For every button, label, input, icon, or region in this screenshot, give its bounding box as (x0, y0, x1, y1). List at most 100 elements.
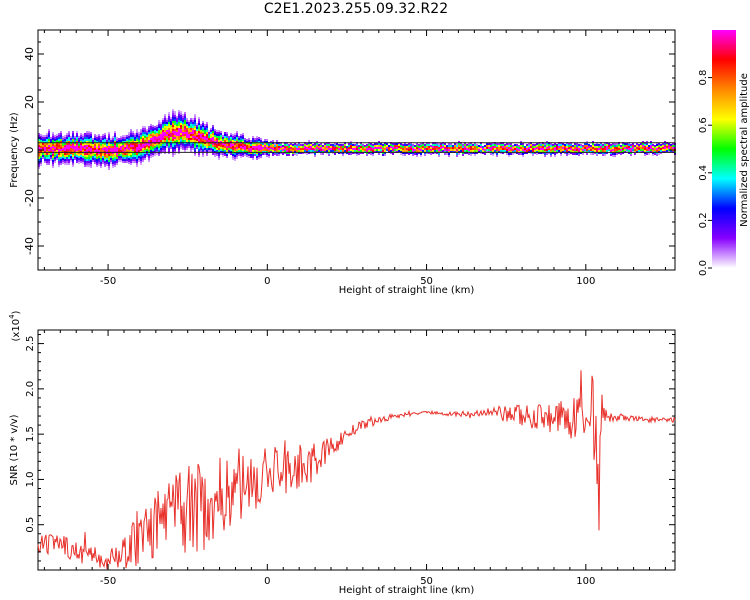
heatmap-cell (48, 161, 50, 163)
heatmap-cell (104, 163, 106, 165)
heatmap-cell (118, 148, 120, 150)
heatmap-cell (150, 132, 152, 134)
heatmap-cell (64, 155, 66, 157)
heatmap-cell (210, 134, 212, 136)
heatmap-cell (192, 128, 194, 130)
heatmap-cell (148, 132, 150, 134)
heatmap-cell (92, 140, 94, 142)
heatmap-cell (578, 148, 580, 150)
heatmap-cell (592, 149, 594, 151)
heatmap-cell (550, 145, 552, 147)
heatmap-cell (156, 131, 158, 133)
heatmap-cell (90, 138, 92, 140)
heatmap-cell (346, 148, 348, 150)
heatmap-cell (64, 161, 66, 163)
heatmap-cell (524, 152, 526, 154)
heatmap-cell (172, 121, 174, 123)
heatmap-cell (218, 138, 220, 140)
heatmap-cell (226, 154, 228, 156)
heatmap-cell (168, 150, 170, 152)
heatmap-cell (220, 135, 222, 137)
heatmap-cell (266, 147, 268, 149)
heatmap-cell (528, 143, 530, 145)
heatmap-cell (324, 145, 326, 147)
heatmap-cell (152, 143, 154, 145)
heatmap-cell (492, 146, 494, 148)
heatmap-cell (296, 148, 298, 150)
heatmap-cell (232, 136, 234, 138)
heatmap-cell (582, 147, 584, 149)
heatmap-cell (314, 143, 316, 145)
heatmap-cell (86, 141, 88, 143)
heatmap-cell (238, 138, 240, 140)
colorbar-tick-label: 0.8 (698, 70, 709, 86)
heatmap-cell (670, 144, 672, 146)
heatmap-cell (144, 136, 146, 138)
heatmap-cell (328, 146, 330, 148)
heatmap-cell (196, 133, 198, 135)
heatmap-cell (428, 152, 430, 154)
heatmap-cell (52, 144, 54, 146)
heatmap-cell (46, 137, 48, 139)
heatmap-cell (208, 134, 210, 136)
heatmap-cell (198, 153, 200, 155)
heatmap-cell (282, 149, 284, 151)
heatmap-cell (504, 144, 506, 146)
heatmap-cell (276, 140, 278, 142)
heatmap-cell (296, 144, 298, 146)
heatmap-cell (242, 149, 244, 151)
heatmap-cell (172, 113, 174, 115)
heatmap-cell (230, 145, 232, 147)
heatmap-cell (570, 146, 572, 148)
heatmap-cell (104, 145, 106, 147)
heatmap-cell (134, 153, 136, 155)
heatmap-cell (66, 157, 68, 159)
heatmap-cell (162, 148, 164, 150)
heatmap-cell (650, 141, 652, 143)
heatmap-cell (562, 145, 564, 147)
heatmap-cell (578, 152, 580, 154)
heatmap-cell (50, 157, 52, 159)
heatmap-cell (176, 134, 178, 136)
heatmap-cell (298, 148, 300, 150)
heatmap-cell (112, 162, 114, 164)
heatmap-cell (64, 137, 66, 139)
heatmap-cell (108, 162, 110, 164)
y-axis-label: Frequency (Hz) (9, 112, 20, 188)
heatmap-cell (48, 143, 50, 145)
heatmap-cell (180, 125, 182, 127)
heatmap-cell (308, 150, 310, 152)
heatmap-cell (56, 136, 58, 138)
heatmap-cell (218, 136, 220, 138)
heatmap-cell (64, 149, 66, 151)
heatmap-cell (372, 154, 374, 156)
heatmap-cell (356, 152, 358, 154)
heatmap-cell (504, 150, 506, 152)
heatmap-cell (202, 123, 204, 125)
heatmap-cell (182, 116, 184, 118)
heatmap-cell (134, 141, 136, 143)
heatmap-cell (38, 157, 40, 159)
heatmap-cell (232, 156, 234, 158)
heatmap-cell (586, 149, 588, 151)
heatmap-cell (96, 149, 98, 151)
heatmap-cell (76, 141, 78, 143)
heatmap-cell (610, 146, 612, 148)
heatmap-cell (534, 144, 536, 146)
heatmap-cell (46, 163, 48, 165)
heatmap-cell (294, 153, 296, 155)
heatmap-cell (186, 148, 188, 150)
heatmap-cell (298, 150, 300, 152)
heatmap-cell (532, 150, 534, 152)
heatmap-cell (382, 148, 384, 150)
heatmap-cell (612, 145, 614, 147)
heatmap-cell (60, 141, 62, 143)
heatmap-cell (232, 152, 234, 154)
heatmap-cell (138, 152, 140, 154)
heatmap-cell (86, 157, 88, 159)
heatmap-cell (218, 154, 220, 156)
heatmap-cell (96, 139, 98, 141)
heatmap-cell (162, 150, 164, 152)
heatmap-cell (88, 157, 90, 159)
heatmap-cell (164, 116, 166, 118)
